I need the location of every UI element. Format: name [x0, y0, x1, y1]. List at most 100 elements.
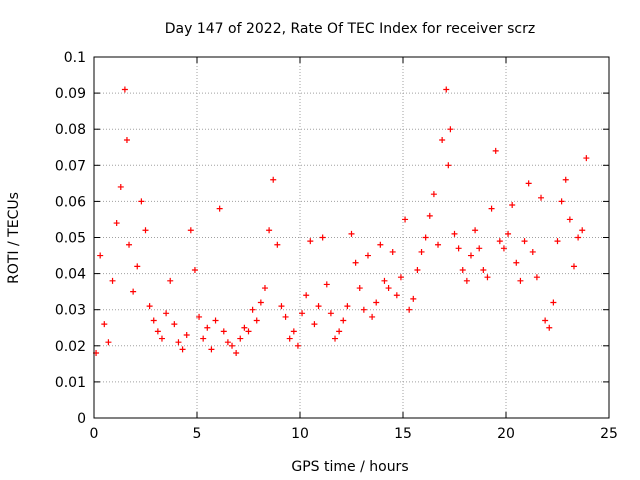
data-point	[364, 252, 371, 259]
data-point	[492, 147, 499, 154]
data-point	[311, 321, 318, 328]
data-point	[352, 259, 359, 266]
y-tick-label: 0.01	[55, 375, 86, 391]
y-tick-label: 0.07	[55, 158, 86, 174]
y-axis-label: ROTI / TECUs	[6, 192, 22, 284]
data-point	[286, 335, 293, 342]
data-point	[241, 324, 248, 331]
data-point	[208, 346, 215, 353]
data-point	[101, 321, 108, 328]
data-point	[344, 303, 351, 310]
data-point	[373, 299, 380, 306]
x-tick-label: 10	[291, 426, 309, 442]
data-point	[142, 227, 149, 234]
data-point	[505, 230, 512, 237]
data-point	[550, 299, 557, 306]
data-point	[290, 328, 297, 335]
data-point	[323, 281, 330, 288]
x-tick-label: 15	[394, 426, 412, 442]
data-point	[480, 266, 487, 273]
data-point	[348, 230, 355, 237]
data-point	[175, 339, 182, 346]
data-point	[229, 342, 236, 349]
data-point	[488, 205, 495, 212]
data-point	[418, 248, 425, 255]
data-point	[294, 342, 301, 349]
x-axis-label: GPS time / hours	[291, 459, 408, 475]
data-point	[216, 205, 223, 212]
data-point	[439, 137, 446, 144]
data-point	[179, 346, 186, 353]
data-point	[146, 303, 153, 310]
data-point	[105, 339, 112, 346]
data-point	[191, 266, 198, 273]
tick-marks	[93, 56, 610, 419]
data-point	[455, 245, 462, 252]
data-point	[249, 306, 256, 313]
data-point	[538, 194, 545, 201]
data-point	[123, 137, 130, 144]
data-point	[579, 227, 586, 234]
data-points	[93, 86, 590, 357]
data-point	[266, 227, 273, 234]
data-point	[533, 274, 540, 281]
data-point	[509, 202, 516, 209]
data-point	[566, 216, 573, 223]
data-point	[245, 328, 252, 335]
data-point	[307, 238, 314, 245]
data-point	[183, 331, 190, 338]
y-tick-label: 0.04	[55, 267, 86, 283]
data-point	[381, 277, 388, 284]
data-point	[237, 335, 244, 342]
data-point	[130, 288, 137, 295]
data-point	[138, 198, 145, 205]
data-point	[204, 324, 211, 331]
data-point	[261, 285, 268, 292]
data-point	[163, 310, 170, 317]
data-point	[134, 263, 141, 270]
data-point	[393, 292, 400, 299]
data-point	[113, 220, 120, 227]
data-point	[459, 266, 466, 273]
data-point	[472, 227, 479, 234]
data-point	[513, 259, 520, 266]
data-point	[385, 285, 392, 292]
data-point	[233, 350, 240, 357]
data-point	[562, 176, 569, 183]
grid-lines	[94, 57, 609, 418]
data-point	[389, 248, 396, 255]
y-tick-label: 0	[77, 411, 86, 427]
data-point	[521, 238, 528, 245]
data-point	[299, 310, 306, 317]
y-tick-label: 0.08	[55, 122, 86, 138]
data-point	[426, 212, 433, 219]
data-point	[402, 216, 409, 223]
data-point	[327, 310, 334, 317]
y-tick-label: 0.02	[55, 339, 86, 355]
y-tick-label: 0.03	[55, 303, 86, 319]
data-point	[257, 299, 264, 306]
data-point	[517, 277, 524, 284]
data-point	[443, 86, 450, 93]
data-point	[414, 266, 421, 273]
data-point	[476, 245, 483, 252]
data-point	[377, 241, 384, 248]
data-point	[278, 303, 285, 310]
y-tick-label: 0.05	[55, 231, 86, 247]
data-point	[583, 155, 590, 162]
x-tick-label: 20	[497, 426, 515, 442]
x-tick-labels: 0 5 10 15 20 25	[90, 426, 618, 442]
data-point	[525, 180, 532, 187]
data-point	[542, 317, 549, 324]
data-point	[463, 277, 470, 284]
x-tick-label: 25	[600, 426, 618, 442]
data-point	[253, 317, 260, 324]
data-point	[360, 306, 367, 313]
data-point	[570, 263, 577, 270]
data-point	[109, 277, 116, 284]
data-point	[575, 234, 582, 241]
data-point	[500, 245, 507, 252]
data-point	[496, 238, 503, 245]
data-point	[447, 126, 454, 133]
